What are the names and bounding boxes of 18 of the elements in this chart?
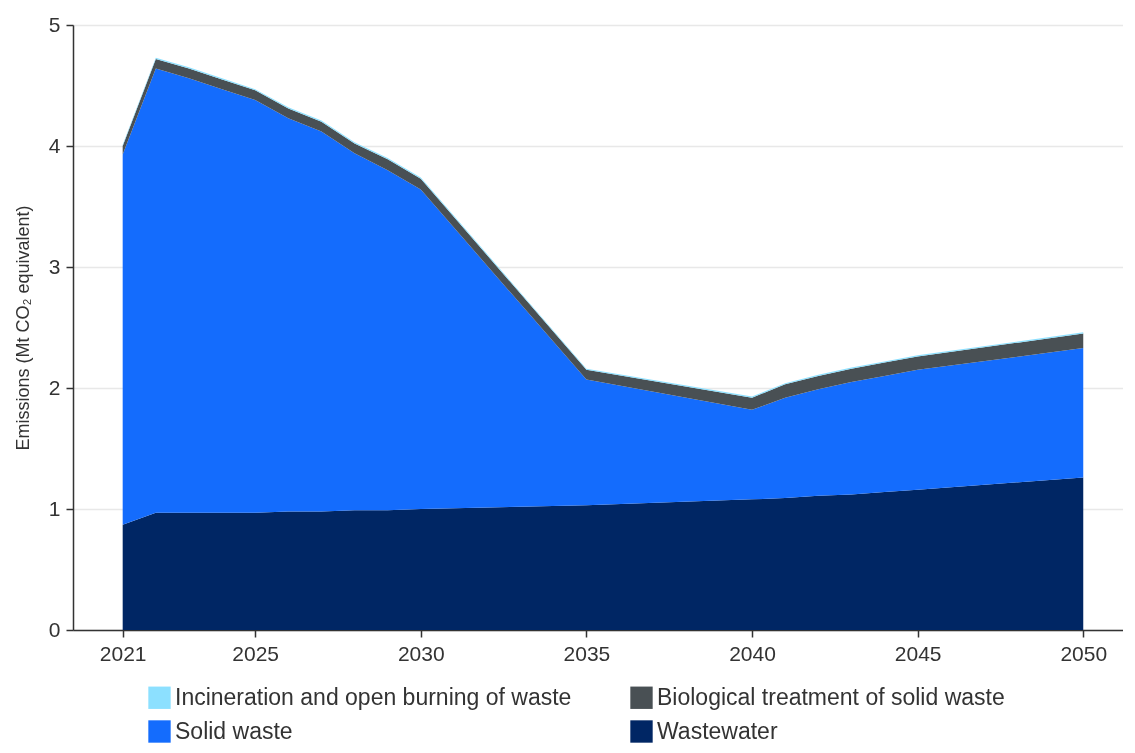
y-tick-label: 5 [48, 12, 61, 36]
y-tick-label: 4 [48, 133, 61, 157]
legend-label: Solid waste [175, 717, 293, 744]
y-tick-label: 1 [48, 496, 61, 520]
legend-label: Biological treatment of solid waste [657, 683, 1005, 710]
legend-label: Incineration and open burning of waste [175, 683, 572, 710]
x-tick-label: 2030 [397, 641, 445, 665]
x-tick-label: 2040 [729, 641, 776, 665]
x-tick-label: 2025 [232, 641, 280, 665]
y-tick-label: 3 [48, 254, 61, 278]
y-axis-title: Emissions (Mt CO₂ equivalent) [12, 205, 33, 451]
legend-label: Wastewater [657, 717, 778, 744]
y-tick-label: 2 [48, 375, 61, 399]
x-tick-label: 2045 [894, 641, 942, 665]
x-tick-label: 2050 [1060, 641, 1108, 665]
x-tick-label: 2021 [99, 641, 147, 665]
x-tick-label: 2035 [563, 641, 611, 665]
y-tick-label: 0 [48, 617, 61, 641]
